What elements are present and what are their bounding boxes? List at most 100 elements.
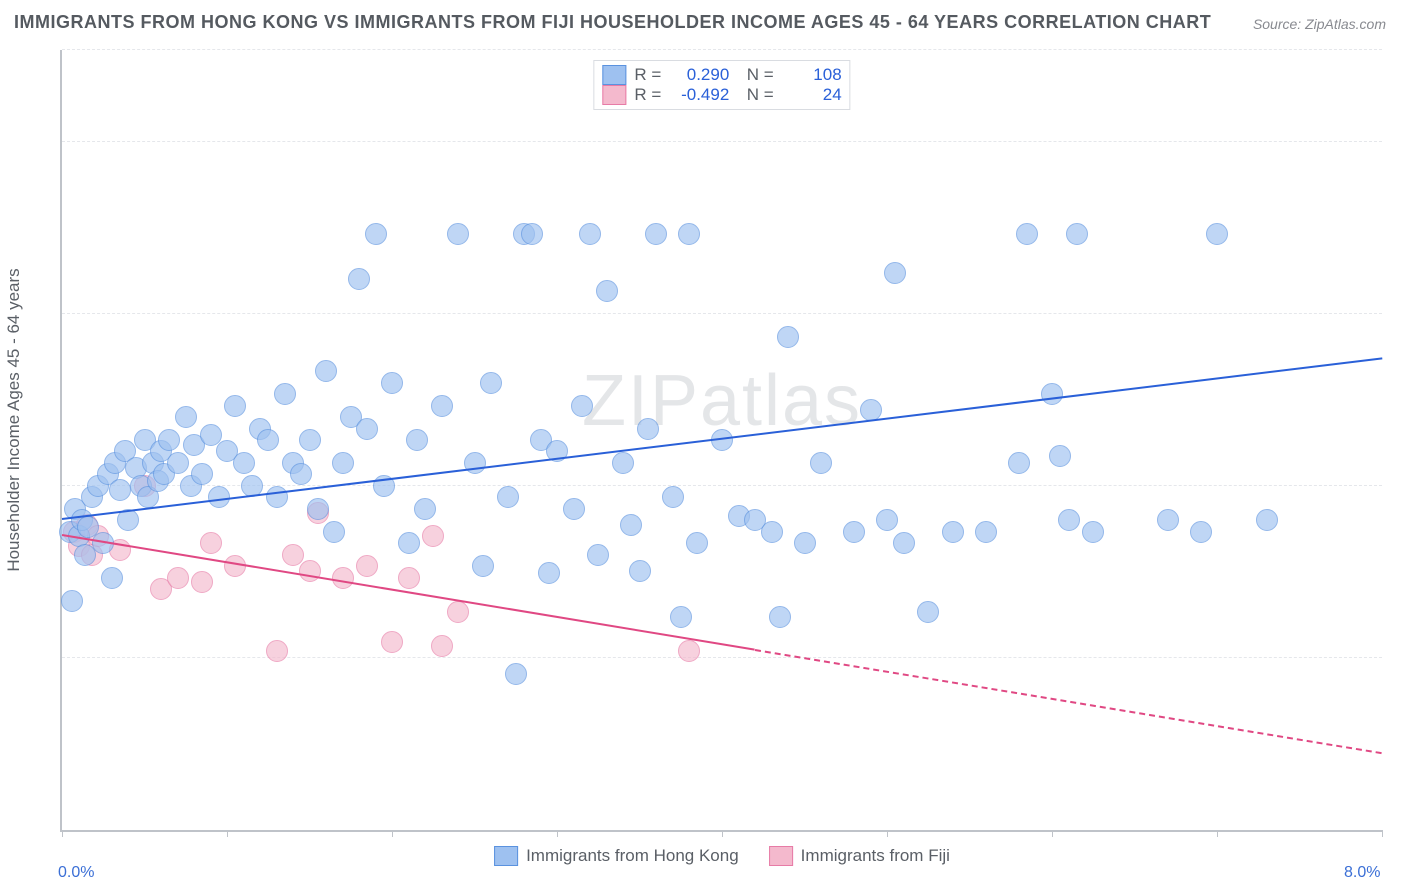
scatter-point-hongkong (274, 383, 296, 405)
scatter-point-hongkong (794, 532, 816, 554)
scatter-point-hongkong (637, 418, 659, 440)
scatter-point-hongkong (1190, 521, 1212, 543)
x-tick (887, 830, 888, 837)
scatter-point-hongkong (975, 521, 997, 543)
scatter-point-hongkong (1041, 383, 1063, 405)
scatter-point-hongkong (678, 223, 700, 245)
scatter-point-hongkong (917, 601, 939, 623)
scatter-point-hongkong (686, 532, 708, 554)
gridline (62, 49, 1382, 50)
series-legend: Immigrants from Hong Kong Immigrants fro… (494, 846, 950, 866)
series-a-name: Immigrants from Hong Kong (526, 846, 739, 866)
x-tick (1052, 830, 1053, 837)
scatter-point-fiji (266, 640, 288, 662)
scatter-point-fiji (431, 635, 453, 657)
correlation-legend: R = 0.290 N = 108 R = -0.492 N = 24 (593, 60, 850, 110)
scatter-point-hongkong (942, 521, 964, 543)
y-tick-label: $225,000 (1392, 320, 1406, 338)
scatter-point-hongkong (579, 223, 601, 245)
x-tick-label: 8.0% (1344, 864, 1380, 882)
scatter-point-hongkong (1157, 509, 1179, 531)
x-tick (62, 830, 63, 837)
scatter-point-hongkong (101, 567, 123, 589)
x-tick (227, 830, 228, 837)
scatter-point-fiji (224, 555, 246, 577)
scatter-point-hongkong (365, 223, 387, 245)
scatter-point-fiji (398, 567, 420, 589)
scatter-point-fiji (381, 631, 403, 653)
y-tick-label: $300,000 (1392, 148, 1406, 166)
x-tick-label: 0.0% (58, 864, 94, 882)
scatter-point-fiji (332, 567, 354, 589)
scatter-point-hongkong (299, 429, 321, 451)
chart-title: IMMIGRANTS FROM HONG KONG VS IMMIGRANTS … (14, 12, 1211, 33)
scatter-point-hongkong (167, 452, 189, 474)
scatter-point-hongkong (497, 486, 519, 508)
x-tick (557, 830, 558, 837)
scatter-point-hongkong (645, 223, 667, 245)
y-tick-label: $150,000 (1392, 492, 1406, 510)
scatter-point-hongkong (398, 532, 420, 554)
scatter-point-fiji (447, 601, 469, 623)
scatter-point-hongkong (777, 326, 799, 348)
scatter-point-fiji (167, 567, 189, 589)
source-label: Source: ZipAtlas.com (1253, 16, 1386, 32)
scatter-point-hongkong (348, 268, 370, 290)
scatter-point-hongkong (224, 395, 246, 417)
scatter-point-hongkong (332, 452, 354, 474)
scatter-point-hongkong (670, 606, 692, 628)
scatter-point-hongkong (876, 509, 898, 531)
scatter-point-hongkong (1082, 521, 1104, 543)
scatter-point-hongkong (447, 223, 469, 245)
scatter-point-hongkong (406, 429, 428, 451)
gridline (62, 657, 1382, 658)
scatter-point-hongkong (431, 395, 453, 417)
x-tick (722, 830, 723, 837)
scatter-point-hongkong (323, 521, 345, 543)
scatter-point-hongkong (1058, 509, 1080, 531)
scatter-point-fiji (422, 525, 444, 547)
scatter-point-hongkong (158, 429, 180, 451)
scatter-point-hongkong (315, 360, 337, 382)
scatter-point-hongkong (769, 606, 791, 628)
scatter-point-hongkong (109, 479, 131, 501)
scatter-point-hongkong (884, 262, 906, 284)
y-axis-label: Householder Income Ages 45 - 64 years (4, 268, 24, 571)
scatter-point-hongkong (381, 372, 403, 394)
scatter-point-hongkong (414, 498, 436, 520)
n-value-b: 24 (782, 85, 842, 105)
trend-line-fiji-extrapolated (755, 649, 1382, 754)
scatter-point-hongkong (266, 486, 288, 508)
scatter-point-hongkong (61, 590, 83, 612)
scatter-point-hongkong (175, 406, 197, 428)
series-b-name: Immigrants from Fiji (801, 846, 950, 866)
scatter-point-hongkong (233, 452, 255, 474)
n-label: N = (737, 65, 773, 85)
legend-row-a: R = 0.290 N = 108 (602, 65, 841, 85)
swatch-fiji (602, 85, 626, 105)
scatter-point-hongkong (1049, 445, 1071, 467)
scatter-point-hongkong (505, 663, 527, 685)
x-tick (1217, 830, 1218, 837)
scatter-point-hongkong (1206, 223, 1228, 245)
n-value-a: 108 (782, 65, 842, 85)
gridline (62, 141, 1382, 142)
scatter-point-fiji (356, 555, 378, 577)
scatter-point-hongkong (307, 498, 329, 520)
scatter-point-hongkong (843, 521, 865, 543)
r-value-b: -0.492 (669, 85, 729, 105)
scatter-point-hongkong (472, 555, 494, 577)
scatter-point-hongkong (662, 486, 684, 508)
r-label: R = (634, 65, 661, 85)
scatter-point-fiji (200, 532, 222, 554)
r-value-a: 0.290 (669, 65, 729, 85)
swatch-hongkong (602, 65, 626, 85)
scatter-point-hongkong (1008, 452, 1030, 474)
swatch-hongkong (494, 846, 518, 866)
scatter-point-hongkong (563, 498, 585, 520)
scatter-point-hongkong (810, 452, 832, 474)
scatter-point-fiji (299, 560, 321, 582)
r-label: R = (634, 85, 661, 105)
gridline (62, 313, 1382, 314)
scatter-point-hongkong (587, 544, 609, 566)
